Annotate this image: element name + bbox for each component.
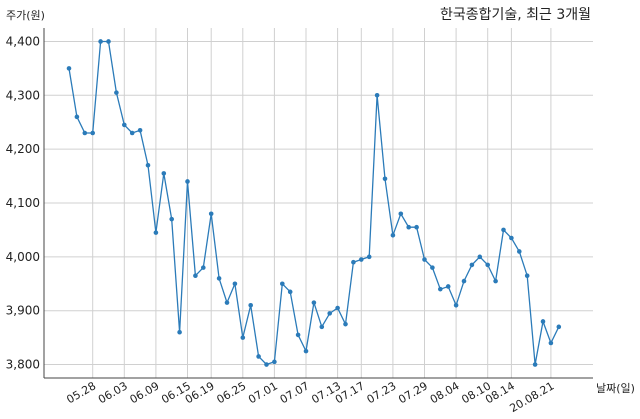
data-point xyxy=(98,39,103,44)
data-point xyxy=(493,278,498,284)
data-point xyxy=(382,176,388,182)
y-tick-label: 3,900 xyxy=(6,304,40,318)
x-tick-label: 07.23 xyxy=(365,379,399,406)
price-series xyxy=(66,39,562,367)
data-point xyxy=(256,354,261,359)
axes xyxy=(43,28,593,379)
data-point xyxy=(303,348,309,354)
data-point xyxy=(445,284,451,289)
data-point xyxy=(295,332,301,338)
data-point xyxy=(501,227,506,233)
x-tick-label: 06.09 xyxy=(128,379,162,406)
data-point xyxy=(524,273,530,278)
data-point xyxy=(248,303,253,308)
data-point xyxy=(556,324,562,330)
x-tick-label: 07.29 xyxy=(396,379,430,406)
data-point xyxy=(280,281,285,287)
x-tick-label: 06.25 xyxy=(215,379,249,406)
y-tick-label: 4,000 xyxy=(6,250,40,264)
data-point xyxy=(169,216,174,222)
x-axis-label: 날짜(일) xyxy=(596,381,635,395)
y-tick-label: 4,200 xyxy=(6,142,40,156)
data-point xyxy=(438,286,443,292)
data-point xyxy=(374,93,380,98)
data-point xyxy=(453,303,459,308)
data-point xyxy=(430,265,435,270)
data-point xyxy=(509,235,514,241)
data-point xyxy=(82,130,88,136)
chart-title: 한국종합기술, 최근 3개월 xyxy=(440,7,591,23)
data-point xyxy=(351,259,356,265)
grid-lines xyxy=(44,28,593,378)
data-point xyxy=(469,262,475,268)
data-point xyxy=(216,276,222,281)
y-tick-label: 4,400 xyxy=(6,34,40,48)
data-point xyxy=(335,305,340,311)
y-tick-label: 3,800 xyxy=(6,358,40,372)
data-point xyxy=(193,273,198,278)
data-point xyxy=(343,321,348,327)
data-point xyxy=(224,300,230,305)
x-tick-label: 07.07 xyxy=(278,379,312,406)
data-point xyxy=(422,257,427,262)
data-point xyxy=(319,324,325,330)
data-point xyxy=(532,362,538,367)
x-tick-labels: 05.2806.0306.0906.1506.1906.2507.0107.07… xyxy=(64,379,556,415)
data-point xyxy=(137,128,143,133)
y-tick-label: 4,300 xyxy=(6,88,40,102)
data-point xyxy=(517,249,522,254)
data-point xyxy=(366,254,372,260)
data-point xyxy=(359,257,364,262)
data-point xyxy=(477,254,483,260)
x-tick-label: 07.01 xyxy=(246,379,280,406)
data-point xyxy=(153,230,159,235)
y-axis-label: 주가(원) xyxy=(6,9,45,22)
data-point xyxy=(390,233,396,238)
data-point xyxy=(122,122,127,128)
data-point xyxy=(106,39,111,44)
data-point xyxy=(311,300,317,305)
data-point xyxy=(240,335,246,340)
data-point xyxy=(74,114,80,120)
data-point xyxy=(232,281,238,287)
data-point xyxy=(485,262,491,268)
data-point xyxy=(145,163,151,168)
data-point xyxy=(66,66,72,71)
data-point xyxy=(201,265,206,270)
data-point xyxy=(461,278,467,284)
data-point xyxy=(327,311,333,316)
data-point xyxy=(540,319,546,324)
y-tick-labels: 3,800 3,900 4,000 4,100 4,200 4,300 4,400 xyxy=(6,34,40,371)
data-point xyxy=(114,90,119,95)
data-point xyxy=(287,289,293,295)
data-point xyxy=(208,211,214,217)
data-point xyxy=(406,224,412,230)
data-point xyxy=(161,171,167,176)
data-point xyxy=(414,224,419,230)
data-point xyxy=(398,211,404,217)
data-point xyxy=(548,340,554,346)
data-point xyxy=(129,130,135,136)
x-tick-label: 05.28 xyxy=(64,379,98,406)
data-point xyxy=(90,130,95,136)
data-point xyxy=(272,359,277,365)
data-point xyxy=(264,362,269,367)
y-tick-label: 4,100 xyxy=(6,196,40,210)
x-tick-label: 20.08.21 xyxy=(507,379,556,415)
x-tick-label: 08.04 xyxy=(428,379,462,406)
data-point xyxy=(177,329,182,335)
data-point xyxy=(185,179,190,184)
x-tick-label: 06.03 xyxy=(96,379,130,406)
